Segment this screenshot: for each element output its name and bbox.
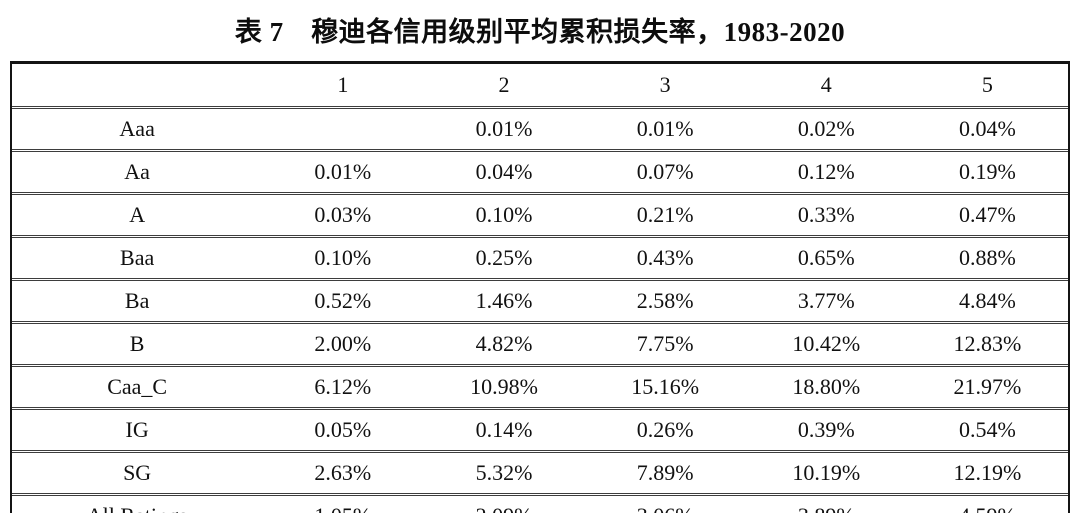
row-label: Aaa xyxy=(12,107,263,152)
cell: 10.42% xyxy=(745,322,907,367)
row-label: Aa xyxy=(12,150,263,195)
table-frame: 1 2 3 4 5 Aaa 0.01% 0.01% 0.02% 0.04% A xyxy=(10,61,1070,513)
cell: 0.01% xyxy=(423,107,585,152)
row-label: Ba xyxy=(12,279,263,324)
cell: 2.58% xyxy=(584,279,746,324)
row-label: Caa_C xyxy=(12,365,263,410)
cell: 5.32% xyxy=(423,451,585,496)
cell: 0.19% xyxy=(906,150,1068,195)
cell: 0.05% xyxy=(262,408,424,453)
cell: 18.80% xyxy=(745,365,907,410)
table-row-aaa: Aaa 0.01% 0.01% 0.02% 0.04% xyxy=(12,107,1068,152)
cell: 2.63% xyxy=(262,451,424,496)
header-row: 1 2 3 4 5 xyxy=(12,64,1068,109)
table-row-ig: IG 0.05% 0.14% 0.26% 0.39% 0.54% xyxy=(12,408,1068,453)
cell: 6.12% xyxy=(262,365,424,410)
cell: 0.25% xyxy=(423,236,585,281)
table-row-aa: Aa 0.01% 0.04% 0.07% 0.12% 0.19% xyxy=(12,150,1068,195)
table-row-ba: Ba 0.52% 1.46% 2.58% 3.77% 4.84% xyxy=(12,279,1068,324)
cell: 3.89% xyxy=(746,495,907,513)
row-label: All Ratings xyxy=(12,495,262,513)
table-row-b: B 2.00% 4.82% 7.75% 10.42% 12.83% xyxy=(12,322,1068,367)
cell: 0.52% xyxy=(262,279,424,324)
cell: 12.83% xyxy=(906,322,1068,367)
cell: 0.12% xyxy=(745,150,907,195)
row-label: IG xyxy=(12,408,263,453)
table-row-a: A 0.03% 0.10% 0.21% 0.33% 0.47% xyxy=(12,193,1068,238)
cell: 0.54% xyxy=(906,408,1068,453)
cell: 0.33% xyxy=(745,193,907,238)
cell: 4.84% xyxy=(906,279,1068,324)
header-cell-year-4: 4 xyxy=(745,64,907,109)
table-row-baa: Baa 0.10% 0.25% 0.43% 0.65% 0.88% xyxy=(12,236,1068,281)
cell: 0.03% xyxy=(262,193,424,238)
cell: 0.26% xyxy=(584,408,746,453)
row-label: Baa xyxy=(12,236,263,281)
cell: 3.06% xyxy=(585,495,746,513)
header-cell-year-1: 1 xyxy=(262,64,424,109)
cell: 7.89% xyxy=(584,451,746,496)
cell: 0.65% xyxy=(745,236,907,281)
cell: 0.88% xyxy=(906,236,1068,281)
cell: 10.98% xyxy=(423,365,585,410)
cell: 0.04% xyxy=(906,107,1068,152)
cell xyxy=(262,107,424,152)
cell: 0.21% xyxy=(584,193,746,238)
table-row-caa-c: Caa_C 6.12% 10.98% 15.16% 18.80% 21.97% xyxy=(12,365,1068,410)
cell: 12.19% xyxy=(906,451,1068,496)
cell: 0.39% xyxy=(745,408,907,453)
cell: 0.10% xyxy=(423,193,585,238)
cell: 21.97% xyxy=(906,365,1068,410)
table-row-sg: SG 2.63% 5.32% 7.89% 10.19% 12.19% xyxy=(12,451,1068,496)
cell: 0.04% xyxy=(423,150,585,195)
cumulative-loss-rate-table: 1 2 3 4 5 Aaa 0.01% 0.01% 0.02% 0.04% A xyxy=(12,64,1068,513)
cell: 1.46% xyxy=(423,279,585,324)
header-cell-year-2: 2 xyxy=(423,64,585,109)
row-label: B xyxy=(12,322,263,367)
header-cell-year-5: 5 xyxy=(906,64,1068,109)
cell: 0.02% xyxy=(745,107,907,152)
cell: 2.09% xyxy=(423,495,584,513)
cell: 4.59% xyxy=(907,495,1068,513)
table-row-all-ratings: All Ratings 1.05% 2.09% 3.06% 3.89% 4.59… xyxy=(12,495,1068,513)
header-cell-year-3: 3 xyxy=(584,64,746,109)
cell: 7.75% xyxy=(584,322,746,367)
cell: 0.07% xyxy=(584,150,746,195)
row-label: A xyxy=(12,193,263,238)
cell: 15.16% xyxy=(584,365,746,410)
cell: 0.14% xyxy=(423,408,585,453)
cell: 4.82% xyxy=(423,322,585,367)
cell: 0.43% xyxy=(584,236,746,281)
table-caption: 表 7 穆迪各信用级别平均累积损失率，1983-2020 xyxy=(234,17,846,47)
cell: 0.10% xyxy=(262,236,424,281)
cell: 2.00% xyxy=(262,322,424,367)
cell: 0.01% xyxy=(262,150,424,195)
cell: 3.77% xyxy=(745,279,907,324)
cell: 0.47% xyxy=(906,193,1068,238)
cell: 10.19% xyxy=(745,451,907,496)
row-label: SG xyxy=(12,451,263,496)
cell: 0.01% xyxy=(584,107,746,152)
header-cell-rating xyxy=(12,64,263,109)
cell: 1.05% xyxy=(262,495,423,513)
